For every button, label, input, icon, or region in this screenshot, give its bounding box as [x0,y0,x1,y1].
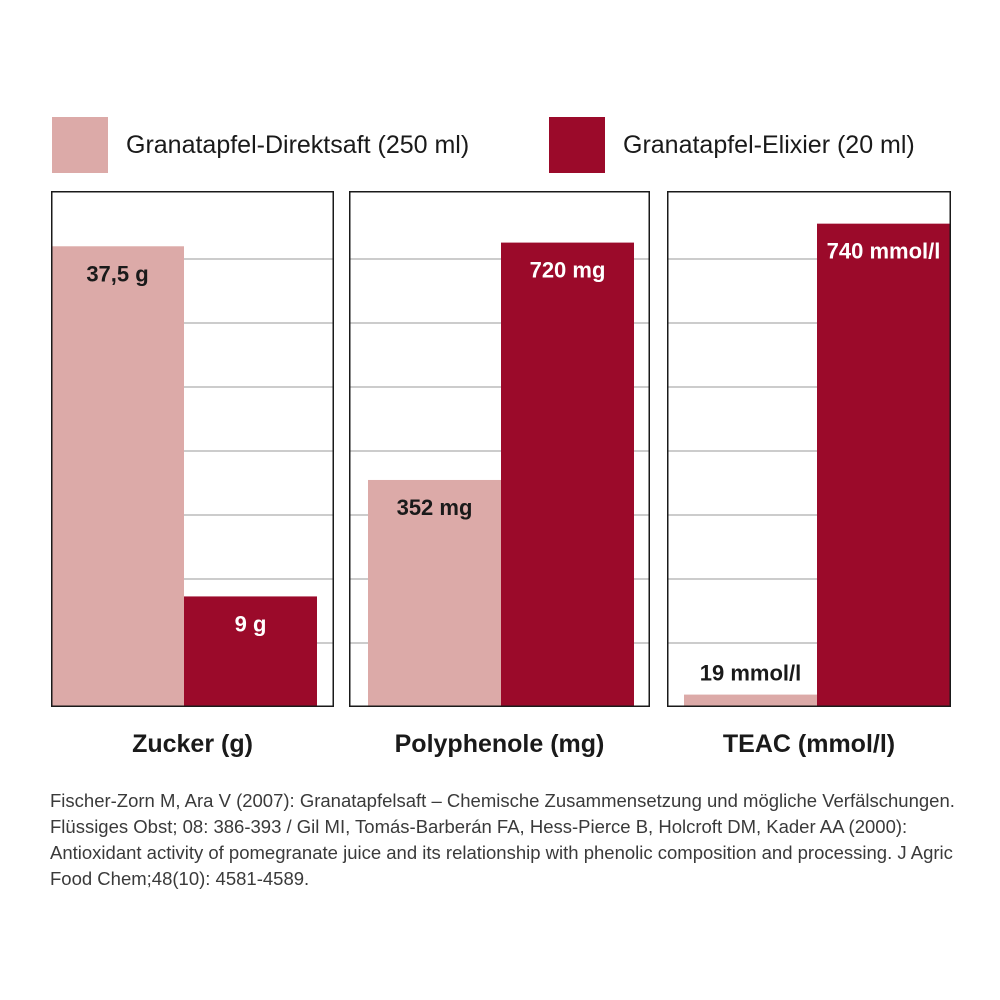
zucker-value-label-elixier: 9 g [235,611,267,636]
polyphenole-value-label-elixier: 720 mg [530,258,606,283]
legend-item-elixier: Granatapfel-Elixier (20 ml) [549,117,915,173]
chart-panel-zucker: 37,5 g 9 g [51,191,334,707]
chart-svg-zucker: 37,5 g 9 g [51,191,334,707]
chart-svg-teac: 19 mmol/l 740 mmol/l [667,191,951,707]
legend-label-direktsaft: Granatapfel-Direktsaft (250 ml) [126,130,470,159]
source-citation: Fischer-Zorn M, Ara V (2007): Granatapfe… [50,790,955,889]
zucker-bar-elixier [184,596,317,707]
chart-legend: Granatapfel-Direktsaft (250 ml) Granatap… [52,117,952,173]
chart-title-polyphenole: Polyphenole (mg) [394,730,605,758]
zucker-bar-direktsaft [51,246,184,707]
chart-title-teac: TEAC (mmol/l) [722,730,896,758]
chart-panel-teac: 19 mmol/l 740 mmol/l [667,191,951,707]
zucker-value-label-direktsaft: 37,5 g [86,261,148,286]
teac-value-label-direktsaft: 19 mmol/l [700,661,801,686]
legend-swatch-direktsaft [52,117,108,173]
teac-bar-direktsaft [684,694,817,707]
polyphenole-value-label-direktsaft: 352 mg [397,495,473,520]
teac-bar-elixier [817,223,950,707]
legend-item-direktsaft: Granatapfel-Direktsaft (250 ml) [52,117,469,173]
chart-title-zucker: Zucker (g) [132,730,253,758]
teac-value-label-elixier: 740 mmol/l [827,239,941,264]
chart-panel-polyphenole: 352 mg 720 mg [349,191,650,707]
polyphenole-bar-elixier [501,242,634,707]
legend-label-elixier: Granatapfel-Elixier (20 ml) [623,130,915,159]
polyphenole-bar-direktsaft [368,479,501,707]
legend-swatch-elixier [549,117,605,173]
chart-svg-polyphenole: 352 mg 720 mg [349,191,650,707]
